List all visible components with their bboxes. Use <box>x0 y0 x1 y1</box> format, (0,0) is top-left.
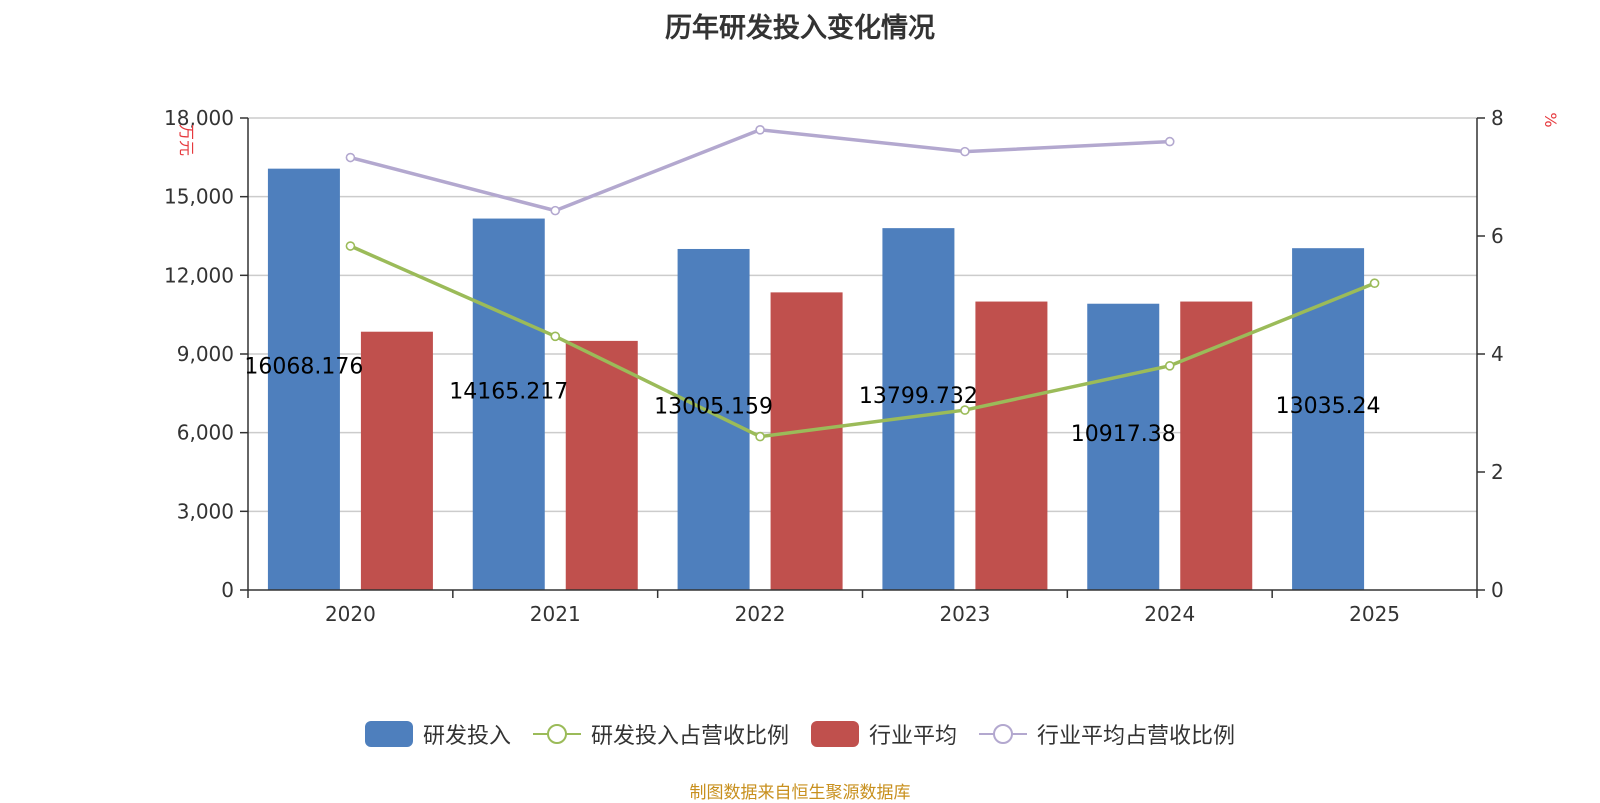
data-label-rd-investment: 13005.159 <box>654 394 773 419</box>
y-left-tick-label: 3,000 <box>177 499 234 523</box>
y-right-tick-label: 8 <box>1491 106 1504 130</box>
data-source-note: 制图数据来自恒生聚源数据库 <box>689 783 911 803</box>
bar-industry-avg <box>1180 301 1253 590</box>
y-right-tick-label: 6 <box>1491 224 1504 248</box>
bar-rd-investment <box>267 168 340 590</box>
grid-lines <box>248 117 1477 513</box>
y-left-tick-label: 15,000 <box>164 185 234 209</box>
y-left-tick-label: 18,000 <box>164 106 234 130</box>
bar-rd-investment <box>1087 303 1160 590</box>
point-industry-ratio <box>1164 136 1175 147</box>
legend-swatch-industry-ratio <box>979 724 1028 744</box>
bar-industry-avg <box>770 292 843 590</box>
point-industry-ratio <box>550 205 561 216</box>
point-industry-ratio <box>345 152 356 163</box>
data-label-rd-investment: 10917.38 <box>1071 422 1176 447</box>
axes: 0 3,000 6,000 9,000 12,000 15,000 18,000 0 2 4 6 8 万… <box>164 106 1560 626</box>
legend-item-industry-avg[interactable]: 行业平均 <box>811 718 957 750</box>
data-label-rd-investment: 14165.217 <box>449 379 568 404</box>
chart-title: 历年研发投入变化情况 <box>665 13 935 44</box>
line-rd-ratio <box>349 244 1376 439</box>
x-tick-label: 2025 <box>1349 602 1400 626</box>
bar-rd-investment <box>472 218 545 591</box>
chart-canvas: 0 3,000 6,000 9,000 12,000 15,000 18,000 0 2 4 6 8 万… <box>164 106 1560 626</box>
data-label-rd-investment: 13799.732 <box>859 384 978 409</box>
point-rd-ratio <box>345 241 356 251</box>
point-rd-ratio <box>755 431 765 442</box>
y-left-unit-label: 万元 <box>177 124 196 156</box>
y-right-unit-label: % <box>1541 112 1560 127</box>
legend-swatch-industry-avg <box>811 721 859 747</box>
series-lines <box>345 125 1380 442</box>
point-industry-ratio <box>960 146 970 157</box>
legend-item-rd-ratio[interactable]: 研发投入占营收比例 <box>532 718 789 750</box>
bar-industry-avg <box>975 301 1048 590</box>
point-rd-ratio <box>1164 360 1175 371</box>
bars <box>267 168 1365 591</box>
legend-label-rd-investment: 研发投入 <box>422 724 511 749</box>
legend: 研发投入 研发投入占营收比例 行业平均 行业平均占营收比例 <box>0 718 1600 750</box>
point-rd-ratio <box>550 331 561 342</box>
y-right-tick-label: 4 <box>1491 342 1504 366</box>
data-labels: 16068.176 14165.217 13005.159 13799.732 1091… <box>244 354 1380 447</box>
legend-item-industry-ratio[interactable]: 行业平均占营收比例 <box>979 718 1235 750</box>
bar-industry-avg <box>565 340 638 590</box>
legend-label-rd-ratio: 研发投入占营收比例 <box>590 724 789 749</box>
x-tick-label: 2022 <box>735 602 786 626</box>
bar-rd-investment <box>882 228 955 590</box>
data-label-rd-investment: 16068.176 <box>244 354 363 379</box>
legend-swatch-rd-ratio <box>532 724 581 744</box>
x-tick-label: 2020 <box>325 602 376 626</box>
y-right-tick-label: 0 <box>1491 578 1504 602</box>
legend-label-industry-ratio: 行业平均占营收比例 <box>1037 724 1236 749</box>
point-industry-ratio <box>755 125 765 135</box>
legend-item-rd-investment[interactable]: 研发投入 <box>364 718 511 750</box>
x-tick-label: 2024 <box>1144 602 1195 626</box>
bar-rd-investment <box>1292 248 1365 590</box>
bar-rd-investment <box>677 248 750 590</box>
point-rd-ratio <box>960 405 970 415</box>
legend-label-industry-avg: 行业平均 <box>869 724 958 749</box>
y-right-tick-label: 2 <box>1491 460 1504 484</box>
x-tick-label: 2023 <box>939 602 990 626</box>
point-rd-ratio <box>1369 278 1380 289</box>
line-industry-ratio <box>349 128 1170 213</box>
y-left-tick-label: 12,000 <box>164 263 234 287</box>
x-tick-label: 2021 <box>530 602 581 626</box>
y-left-tick-label: 6,000 <box>177 421 234 445</box>
legend-swatch-rd-investment <box>364 721 413 747</box>
y-left-tick-label: 9,000 <box>177 342 234 366</box>
data-label-rd-investment: 13035.24 <box>1276 394 1381 419</box>
bar-industry-avg <box>360 331 433 590</box>
y-left-tick-label: 0 <box>221 578 234 602</box>
